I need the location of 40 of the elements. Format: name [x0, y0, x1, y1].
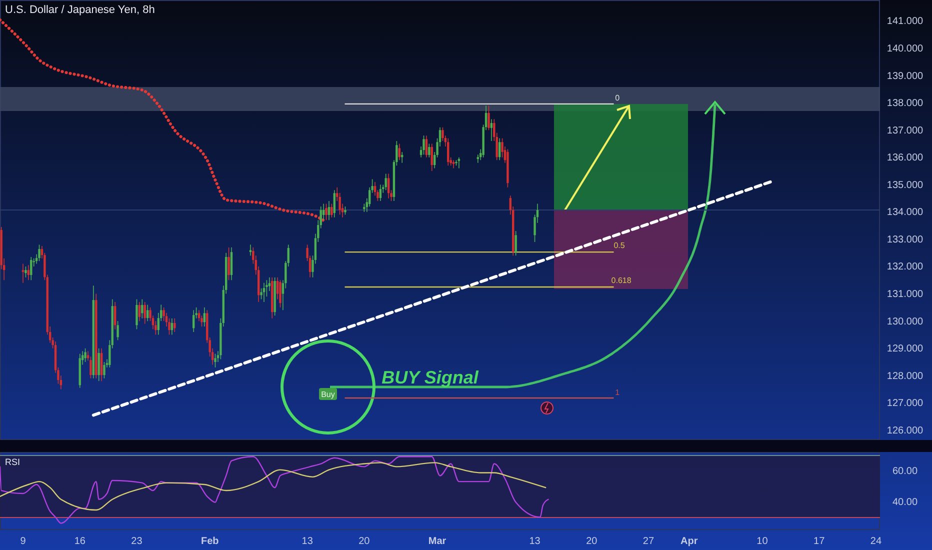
chart-title: U.S. Dollar / Japanese Yen, 8h	[5, 4, 155, 16]
y-tick-label: 137.000	[886, 125, 924, 136]
x-tick-label: 17	[814, 536, 826, 547]
x-tick-label: 16	[74, 536, 86, 547]
y-tick-label: 141.000	[886, 16, 924, 28]
y-tick-label: 129.000	[886, 344, 924, 355]
x-tick-label: 24	[870, 536, 882, 547]
annotation: 1	[615, 388, 620, 397]
x-tick-label: 9	[20, 536, 26, 547]
y-tick-label: 135.000	[886, 180, 924, 191]
x-tick-label: 23	[131, 536, 143, 547]
y-tick-label: 133.000	[886, 234, 924, 246]
y-tick-label: 130.000	[886, 316, 924, 328]
y-tick-label: 40.00	[892, 497, 918, 508]
y-tick-label: 136.000	[886, 152, 924, 164]
annotation: 0	[615, 94, 620, 103]
y-tick-label: 126.000	[886, 425, 924, 436]
x-tick-label: 20	[586, 536, 598, 547]
annotation: Buy	[321, 390, 335, 399]
y-tick-label: 138.000	[886, 98, 924, 110]
y-tick-label: 60.00	[892, 466, 918, 478]
text: RSI	[5, 457, 20, 467]
annotation: 0.618	[611, 276, 632, 285]
x-tick-label: 13	[529, 536, 541, 547]
y-tick-label: 139.000	[886, 70, 924, 82]
y-tick-label: 128.000	[886, 370, 924, 382]
y-tick-label: 132.000	[886, 262, 924, 273]
x-tick-label: 27	[642, 536, 654, 547]
x-tick-label: 10	[756, 536, 768, 547]
x-tick-label: 20	[358, 536, 370, 547]
x-tick-label: Feb	[200, 536, 219, 547]
y-tick-label: 134.000	[886, 207, 924, 218]
annotation: 0.5	[614, 240, 626, 250]
y-tick-label: 127.000	[886, 398, 924, 410]
annotation: BUY Signal	[382, 367, 480, 388]
x-tick-label: Mar	[428, 536, 446, 547]
x-tick-label: Apr	[680, 536, 698, 547]
y-tick-label: 140.000	[886, 43, 924, 54]
y-tick-label: 131.000	[886, 288, 924, 300]
x-tick-label: 13	[302, 536, 314, 547]
